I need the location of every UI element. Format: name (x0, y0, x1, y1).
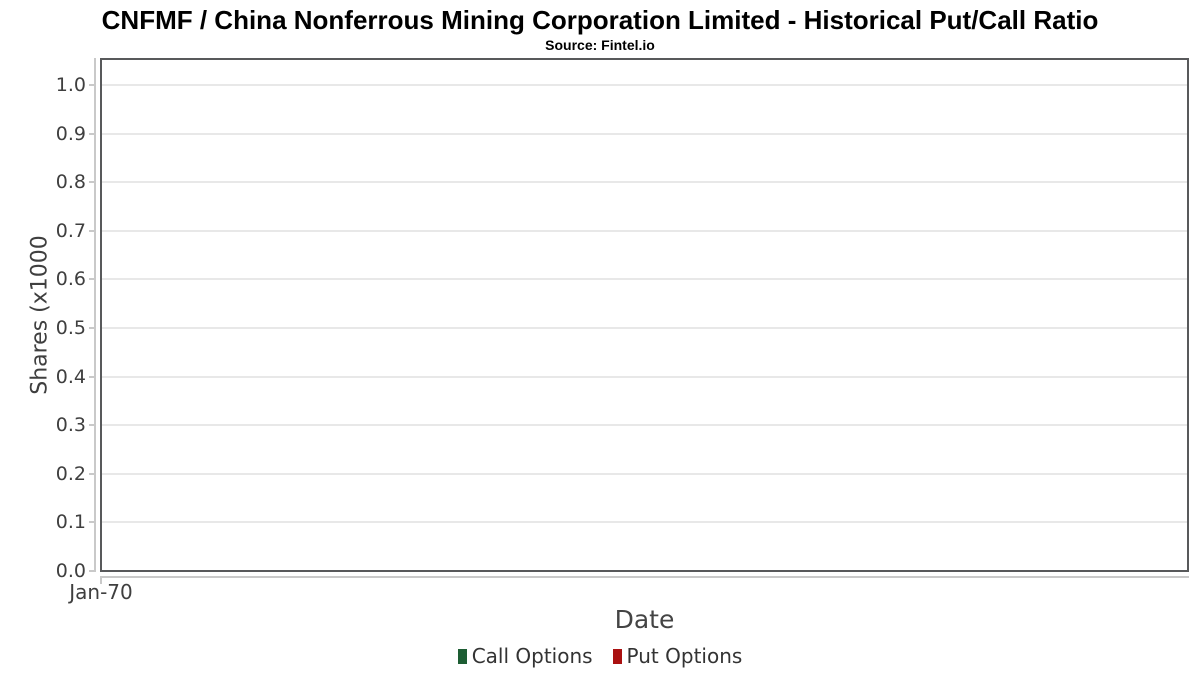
y-gridline (102, 472, 1187, 475)
x-axis-label: Date (614, 605, 675, 634)
y-gridline (102, 181, 1187, 184)
y-tick-mark (89, 229, 94, 232)
y-tick-mark (89, 84, 94, 86)
y-tick-mark (89, 424, 94, 427)
y-gridline (102, 521, 1187, 524)
legend-label: Put Options (626, 644, 743, 668)
legend-label: Call Options (471, 644, 593, 668)
legend-item-put-options[interactable]: Put Options (612, 644, 743, 668)
plot-area (100, 58, 1189, 572)
y-gridline (102, 327, 1187, 329)
legend: Call Options Put Options (0, 644, 1200, 668)
legend-marker-icon (612, 648, 622, 664)
y-tick-label: 0.2 (55, 462, 86, 485)
y-gridline (102, 424, 1187, 427)
y-gridline (102, 278, 1187, 281)
y-tick-label: 1.0 (55, 74, 86, 96)
y-tick-label: 0.7 (55, 219, 86, 242)
legend-item-call-options[interactable]: Call Options (457, 644, 593, 668)
y-gridline (102, 84, 1187, 86)
y-tick-mark (89, 181, 94, 184)
y-tick-mark (89, 521, 94, 524)
x-axis-tick-mark (100, 578, 102, 584)
chart-title: CNFMF / China Nonferrous Mining Corporat… (101, 5, 1099, 35)
y-gridline (102, 375, 1187, 378)
y-tick-mark (89, 570, 94, 572)
y-tick-label: 0.6 (55, 268, 86, 291)
y-tick-label: 0.1 (55, 511, 86, 534)
y-tick-mark (89, 472, 94, 475)
y-tick-label: 0.5 (55, 317, 86, 339)
y-tick-mark (89, 132, 94, 135)
y-axis-line (94, 58, 96, 572)
chart-subtitle: Source: Fintel.io (545, 37, 655, 53)
y-tick-label: 0.3 (55, 414, 86, 437)
legend-marker-icon (457, 648, 467, 664)
y-tick-label: 0.4 (55, 365, 86, 388)
y-tick-label: 0.9 (55, 122, 86, 145)
y-tick-label: 0.8 (55, 171, 86, 194)
x-axis-line (100, 576, 1189, 578)
x-tick-label: Jan-70 (69, 580, 133, 604)
y-gridline (102, 132, 1187, 135)
y-tick-mark (89, 327, 94, 329)
y-gridline (102, 229, 1187, 232)
y-tick-mark (89, 375, 94, 378)
y-tick-mark (89, 278, 94, 281)
y-tick-label: 0.0 (55, 560, 86, 582)
